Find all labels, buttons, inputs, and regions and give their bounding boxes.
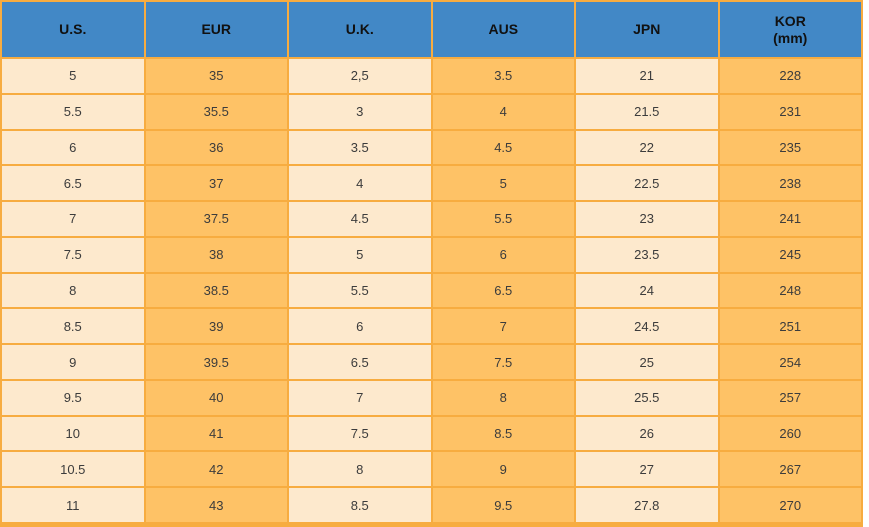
table-cell-r4-c2: 37	[145, 166, 287, 201]
header-label: U.K.	[345, 21, 374, 37]
table-cell-r3-c6: 235	[719, 130, 861, 165]
header-cell-jpn: JPN	[576, 2, 718, 57]
table-cell-r2-c2: 35.5	[145, 94, 287, 129]
table-cell-r6-c4: 6	[432, 237, 574, 272]
table-cell-r10-c3: 7	[289, 380, 431, 415]
table-cell-r12-c2: 42	[145, 452, 287, 487]
table-cell-r2-c5: 21.5	[576, 94, 718, 129]
table-cell-r11-c1: 10	[2, 416, 144, 451]
table-cell-r13-c4: 9.5	[432, 488, 574, 522]
table-cell-r13-c1: 11	[2, 488, 144, 522]
table-cell-r2-c6: 231	[719, 94, 861, 129]
header-label: KOR	[774, 12, 806, 29]
table-cell-r12-c3: 8	[289, 452, 431, 487]
table-cell-r2-c4: 4	[432, 94, 574, 129]
table-cell-r11-c2: 41	[145, 416, 287, 451]
table-cell-r3-c3: 3.5	[289, 130, 431, 165]
table-cell-r8-c3: 6	[289, 309, 431, 344]
table-cell-r12-c5: 27	[576, 452, 718, 487]
table-cell-r11-c4: 8.5	[432, 416, 574, 451]
header-cell-us: U.S.	[2, 2, 144, 57]
table-cell-r13-c5: 27.8	[576, 488, 718, 522]
header-cell-eur: EUR	[145, 2, 287, 57]
table-cell-r5-c1: 7	[2, 202, 144, 236]
table-cell-r13-c3: 8.5	[289, 488, 431, 522]
table-cell-r13-c2: 43	[145, 488, 287, 522]
table-cell-r2-c1: 5.5	[2, 94, 144, 129]
table-cell-r4-c6: 238	[719, 166, 861, 201]
table-cell-r4-c1: 6.5	[2, 166, 144, 201]
table-cell-r7-c2: 38.5	[145, 273, 287, 308]
header-label: U.S.	[59, 21, 87, 37]
table-cell-r12-c6: 267	[719, 452, 861, 487]
table-cell-r7-c1: 8	[2, 273, 144, 308]
table-cell-r7-c6: 248	[719, 273, 861, 308]
table-cell-r9-c5: 25	[576, 345, 718, 379]
table-cell-r8-c2: 39	[145, 309, 287, 344]
table-cell-r1-c6: 228	[719, 59, 861, 93]
table-cell-r6-c3: 5	[289, 237, 431, 272]
header-label: EUR	[201, 21, 232, 37]
table-cell-r11-c6: 260	[719, 416, 861, 451]
header-label: JPN	[633, 21, 661, 37]
table-cell-r5-c3: 4.5	[289, 202, 431, 236]
table-cell-r4-c4: 5	[432, 166, 574, 201]
table-cell-r13-c6: 270	[719, 488, 861, 522]
table-cell-r8-c6: 251	[719, 309, 861, 344]
table-cell-r4-c3: 4	[289, 166, 431, 201]
table-cell-r11-c3: 7.5	[289, 416, 431, 451]
table-cell-r10-c6: 257	[719, 380, 861, 415]
table-cell-r6-c1: 7.5	[2, 237, 144, 272]
table-cell-r9-c1: 9	[2, 345, 144, 379]
table-cell-r8-c4: 7	[432, 309, 574, 344]
table-cell-r4-c5: 22.5	[576, 166, 718, 201]
table-cell-r7-c3: 5.5	[289, 273, 431, 308]
table-cell-r5-c4: 5.5	[432, 202, 574, 236]
table-cell-r11-c5: 26	[576, 416, 718, 451]
table-cell-r6-c5: 23.5	[576, 237, 718, 272]
table-cell-r5-c6: 241	[719, 202, 861, 236]
table-cell-r9-c6: 254	[719, 345, 861, 379]
table-cell-r9-c2: 39.5	[145, 345, 287, 379]
header-cell-aus: AUS	[432, 2, 574, 57]
table-cell-r3-c4: 4.5	[432, 130, 574, 165]
header-cell-uk: U.K.	[289, 2, 431, 57]
table-cell-r1-c2: 35	[145, 59, 287, 93]
table-cell-r6-c2: 38	[145, 237, 287, 272]
header-cell-kor: KOR (mm)	[719, 2, 861, 57]
header-label: AUS	[488, 21, 519, 37]
table-cell-r8-c5: 24.5	[576, 309, 718, 344]
table-cell-r1-c4: 3.5	[432, 59, 574, 93]
table-cell-r1-c5: 21	[576, 59, 718, 93]
table-cell-r2-c3: 3	[289, 94, 431, 129]
table-cell-r7-c4: 6.5	[432, 273, 574, 308]
table-cell-r3-c5: 22	[576, 130, 718, 165]
table-cell-r9-c4: 7.5	[432, 345, 574, 379]
table-cell-r5-c2: 37.5	[145, 202, 287, 236]
table-cell-r10-c1: 9.5	[2, 380, 144, 415]
table-cell-r12-c4: 9	[432, 452, 574, 487]
table-cell-r7-c5: 24	[576, 273, 718, 308]
table-cell-r1-c1: 5	[2, 59, 144, 93]
table-cell-r1-c3: 2,5	[289, 59, 431, 93]
header-sublabel: (mm)	[773, 29, 808, 46]
table-cell-r3-c2: 36	[145, 130, 287, 165]
table-cell-r9-c3: 6.5	[289, 345, 431, 379]
table-cell-r5-c5: 23	[576, 202, 718, 236]
table-cell-r10-c5: 25.5	[576, 380, 718, 415]
table-cell-r6-c6: 245	[719, 237, 861, 272]
table-cell-r10-c4: 8	[432, 380, 574, 415]
table-cell-r10-c2: 40	[145, 380, 287, 415]
table-cell-r8-c1: 8.5	[2, 309, 144, 344]
table-cell-r12-c1: 10.5	[2, 452, 144, 487]
table-cell-r3-c1: 6	[2, 130, 144, 165]
